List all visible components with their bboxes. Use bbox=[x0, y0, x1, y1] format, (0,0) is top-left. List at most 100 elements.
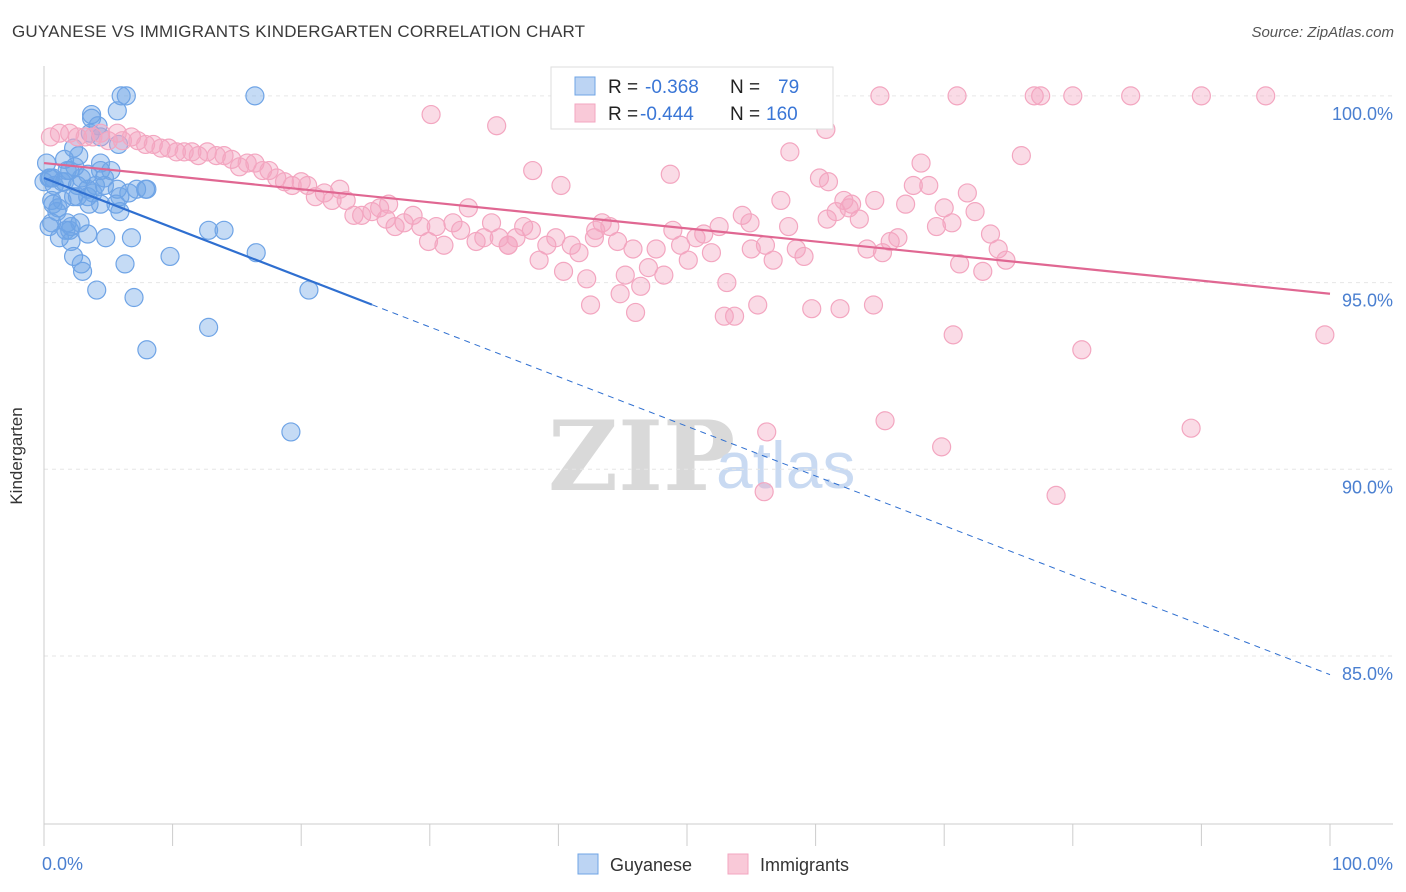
source-label: Source: ZipAtlas.com bbox=[1251, 24, 1394, 41]
legend-r-label-1: R = bbox=[608, 77, 638, 98]
guyanese-point-2 bbox=[245, 86, 265, 106]
y-tick-labels: 100.0% 95.0% 90.0% 85.0% bbox=[1332, 104, 1393, 684]
guyanese-point-60 bbox=[63, 246, 84, 267]
immigrants-point-127 bbox=[973, 261, 993, 281]
legend-swatch-immigrants bbox=[574, 103, 596, 123]
immigrants-point-133 bbox=[830, 299, 850, 319]
guyanese-point-32 bbox=[137, 179, 157, 199]
immigrants-point-55 bbox=[411, 216, 431, 237]
immigrants-point-92 bbox=[701, 243, 722, 263]
immigrants-point-33 bbox=[237, 153, 257, 173]
immigrants-point-6 bbox=[1256, 86, 1276, 106]
immigrants-point-135 bbox=[625, 302, 646, 323]
legend-r-value-2: -0.444 bbox=[640, 104, 694, 125]
gridlines bbox=[44, 95, 1393, 657]
immigrants-point-11 bbox=[67, 127, 88, 147]
immigrants-point-36 bbox=[259, 160, 279, 181]
y-tick-label-1: 95.0% bbox=[1342, 291, 1393, 311]
bottom-legend-immigrants: Immigrants bbox=[760, 855, 849, 875]
immigrants-point-154 bbox=[421, 104, 441, 125]
guyanese-point-63 bbox=[71, 254, 91, 274]
immigrants-point-132 bbox=[863, 295, 884, 315]
immigrants-point-73 bbox=[553, 261, 574, 281]
guyanese-point-1 bbox=[116, 86, 136, 106]
immigrants-point-142 bbox=[757, 422, 777, 442]
immigrants-point-46 bbox=[336, 190, 356, 211]
immigrants-point-97 bbox=[740, 213, 760, 233]
guyanese-point-61 bbox=[160, 246, 180, 267]
immigrants-point-94 bbox=[717, 272, 737, 293]
immigrants-point-144 bbox=[1181, 418, 1201, 438]
legend-n-label-2: N = bbox=[730, 104, 760, 125]
immigrants-point-0 bbox=[870, 86, 890, 106]
bottom-swatch-guyanese bbox=[577, 853, 599, 875]
immigrants-point-25 bbox=[174, 142, 194, 162]
immigrants-point-96 bbox=[732, 205, 752, 225]
immigrants-point-105 bbox=[802, 299, 822, 319]
immigrants-point-76 bbox=[577, 269, 597, 289]
points-layer bbox=[34, 86, 1335, 506]
immigrants-point-88 bbox=[670, 235, 691, 255]
immigrants-point-95 bbox=[724, 306, 745, 326]
immigrants-point-131 bbox=[1011, 146, 1031, 166]
guyanese-point-3 bbox=[107, 101, 127, 121]
immigrants-point-12 bbox=[75, 127, 95, 147]
guyanese-point-70 bbox=[281, 422, 301, 442]
watermark-zip: ZIP bbox=[548, 400, 735, 513]
immigrants-point-9 bbox=[49, 123, 70, 143]
immigrants-point-122 bbox=[934, 198, 954, 218]
immigrants-point-74 bbox=[561, 235, 581, 255]
immigrants-point-112 bbox=[857, 239, 877, 259]
immigrants-point-67 bbox=[506, 228, 526, 248]
immigrants-point-80 bbox=[607, 231, 628, 252]
immigrants-point-153 bbox=[551, 175, 571, 196]
guyanese-point-58 bbox=[61, 231, 81, 252]
guyanese-point-11 bbox=[69, 146, 89, 166]
immigrants-point-146 bbox=[1046, 485, 1066, 506]
immigrants-point-141 bbox=[875, 411, 895, 431]
x-tick-label-1: 100.0% bbox=[1332, 854, 1393, 874]
immigrants-point-126 bbox=[965, 202, 985, 222]
y-tick-label-0: 100.0% bbox=[1332, 104, 1393, 124]
immigrants-point-64 bbox=[481, 213, 502, 233]
immigrants-point-137 bbox=[610, 284, 630, 304]
immigrants-point-86 bbox=[654, 265, 674, 285]
immigrants-point-101 bbox=[771, 190, 791, 211]
immigrants-point-151 bbox=[523, 160, 543, 181]
guyanese-point-64 bbox=[72, 261, 93, 281]
immigrants-point-104 bbox=[794, 246, 814, 267]
guyanese-point-54 bbox=[78, 224, 98, 244]
immigrants-point-24 bbox=[166, 142, 187, 162]
immigrants-point-125 bbox=[957, 183, 977, 203]
watermark-atlas: atlas bbox=[716, 428, 855, 502]
immigrants-point-118 bbox=[903, 175, 923, 196]
stats-legend: R = -0.368 N = 79 R = -0.444 N = 160 bbox=[550, 66, 834, 130]
immigrants-point-140 bbox=[1315, 325, 1335, 345]
immigrants-trendline bbox=[43, 161, 1331, 295]
immigrants-point-134 bbox=[714, 306, 734, 326]
immigrants-point-7 bbox=[1031, 86, 1051, 106]
immigrants-point-117 bbox=[896, 194, 916, 214]
series-legend: Guyanese Immigrants bbox=[577, 853, 849, 875]
immigrants-point-22 bbox=[151, 138, 171, 158]
x-tick-label-0: 0.0% bbox=[42, 854, 83, 874]
immigrants-point-72 bbox=[546, 228, 566, 248]
immigrants-point-75 bbox=[569, 243, 589, 263]
immigrants-point-5 bbox=[1191, 86, 1212, 106]
immigrants-point-69 bbox=[521, 220, 541, 240]
immigrants-point-4 bbox=[1121, 86, 1141, 106]
guyanese-point-66 bbox=[87, 280, 107, 300]
immigrants-point-143 bbox=[932, 437, 952, 457]
immigrants-point-120 bbox=[919, 175, 939, 196]
immigrants-point-47 bbox=[344, 205, 364, 225]
immigrants-point-157 bbox=[660, 164, 680, 184]
legend-swatch-guyanese bbox=[574, 76, 596, 96]
immigrants-point-31 bbox=[222, 149, 242, 169]
chart-title: GUYANESE VS IMMIGRANTS KINDERGARTEN CORR… bbox=[12, 22, 586, 41]
immigrants-point-14 bbox=[90, 123, 111, 143]
guyanese-point-0 bbox=[111, 86, 131, 106]
immigrants-point-145 bbox=[754, 482, 774, 502]
immigrants-point-3 bbox=[1063, 86, 1083, 106]
immigrants-point-159 bbox=[498, 235, 518, 255]
